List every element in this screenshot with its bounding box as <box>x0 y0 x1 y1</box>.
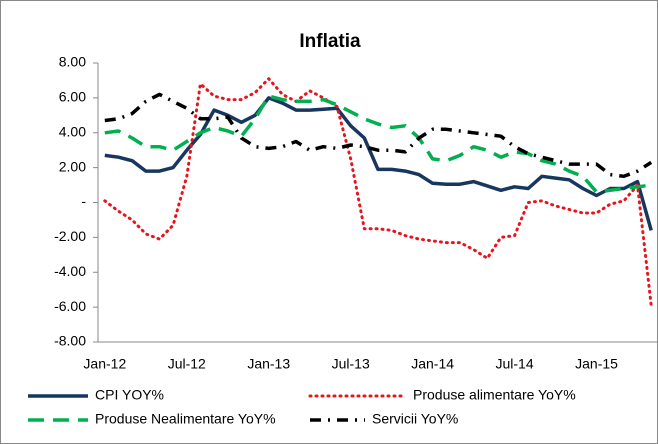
y-tick-label: 6.00 <box>59 89 86 105</box>
series-line <box>104 96 653 231</box>
legend-label: CPI YOY% <box>95 387 164 403</box>
x-tick-label: Jan-15 <box>575 356 618 372</box>
y-tick-label: - <box>81 193 86 209</box>
y-tick-label: -4.00 <box>54 263 86 279</box>
legend-label: Servicii YoY% <box>372 411 458 427</box>
x-tick-label: Jul-13 <box>332 356 370 372</box>
legend-label: Produse Nealimentare YoY% <box>95 411 276 427</box>
x-tick-label: Jan-13 <box>247 356 290 372</box>
series-line <box>103 77 653 307</box>
series-line <box>104 94 652 194</box>
y-tick-label: 2.00 <box>59 158 86 174</box>
x-tick-label: Jul-12 <box>168 356 206 372</box>
x-tick-label: Jul-14 <box>496 356 534 372</box>
x-tick-label: Jan-14 <box>411 356 454 372</box>
x-tick-label: Jan-12 <box>83 356 126 372</box>
series-line <box>104 92 653 179</box>
y-tick-label: -2.00 <box>54 228 86 244</box>
y-tick-label: -6.00 <box>54 298 86 314</box>
legend-label: Produse alimentare YoY% <box>413 387 576 403</box>
y-tick-label: 4.00 <box>59 123 86 139</box>
y-tick-label: 8.00 <box>59 54 86 70</box>
chart-title: Inflatia <box>299 31 361 52</box>
y-tick-label: -8.00 <box>54 333 86 349</box>
